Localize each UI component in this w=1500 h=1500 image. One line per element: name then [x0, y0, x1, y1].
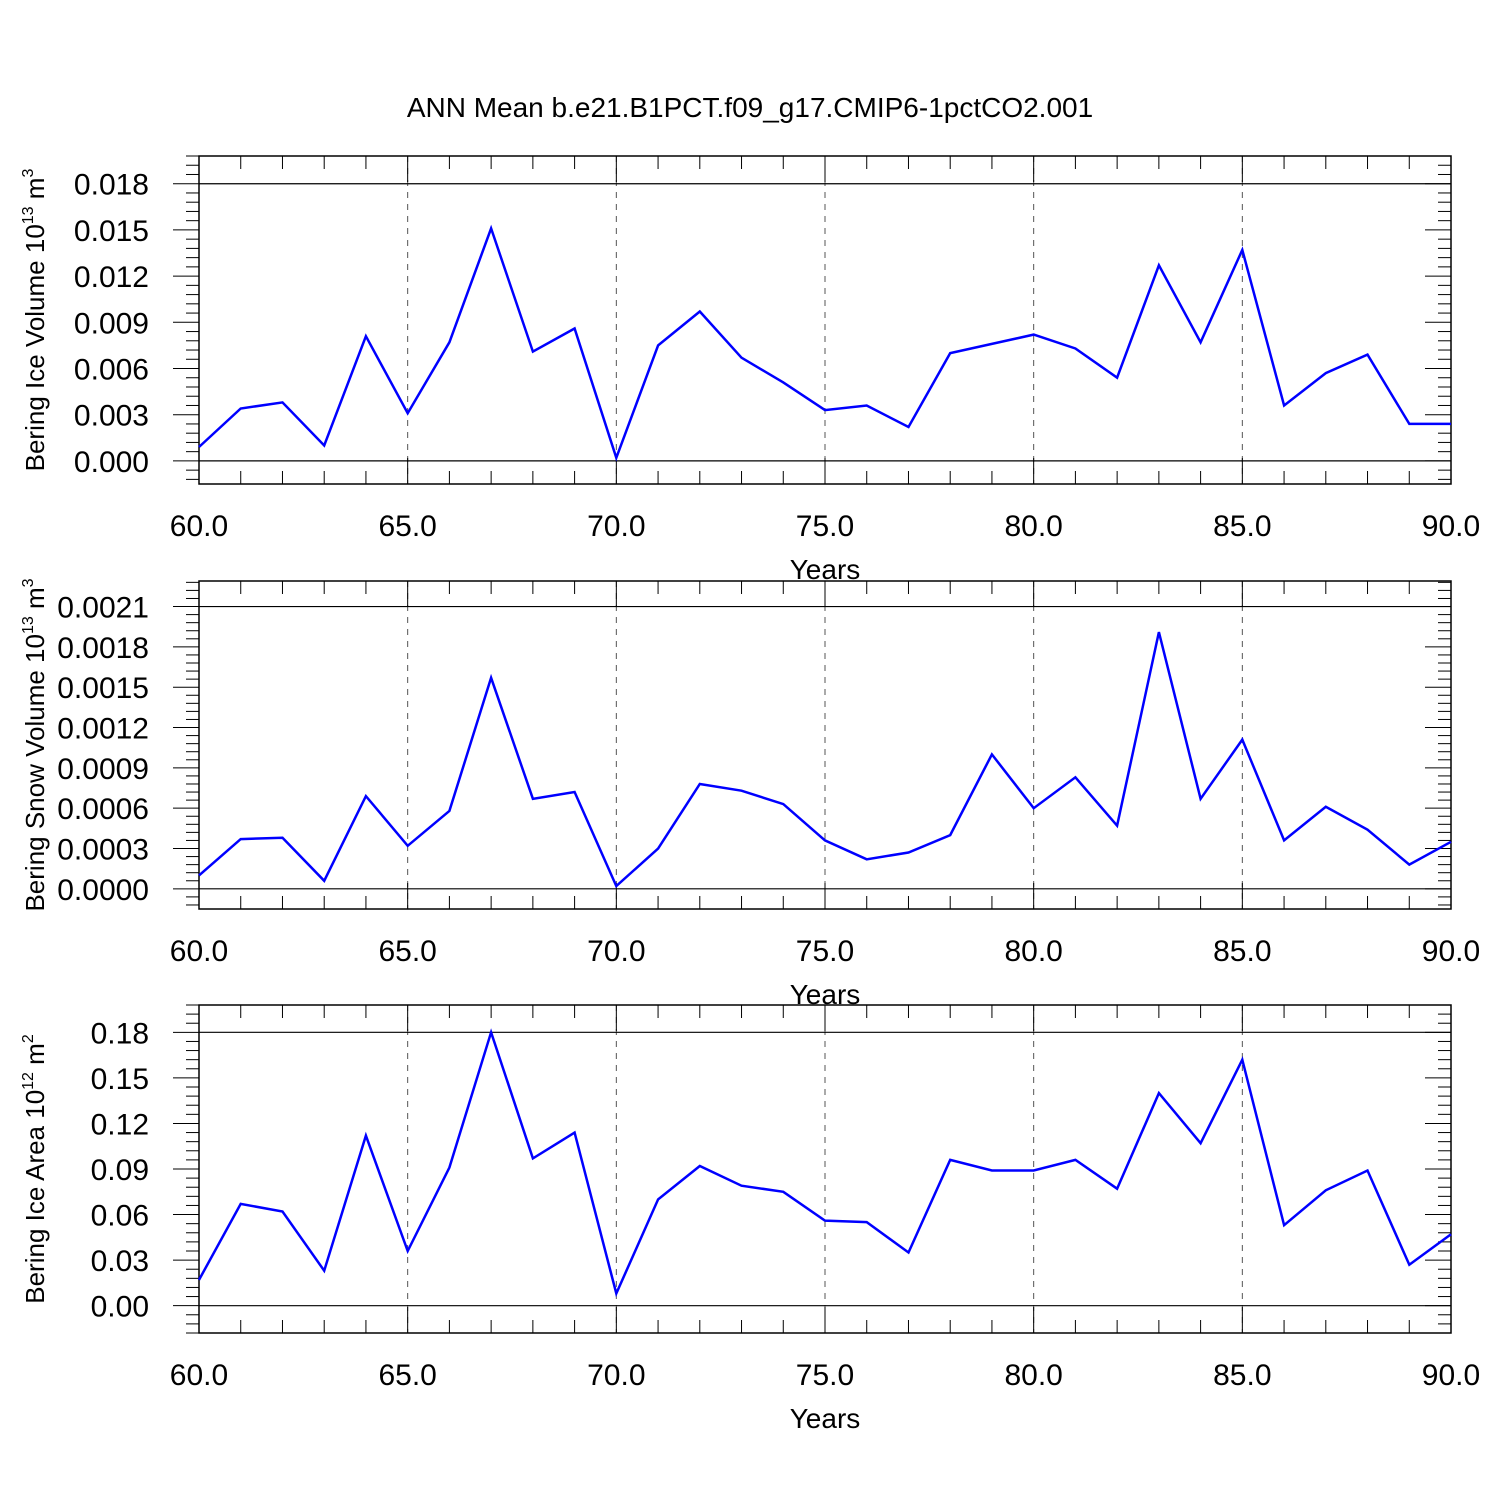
y-tick-label: 0.018: [74, 169, 149, 202]
x-axis-label: Years: [790, 554, 861, 585]
x-tick-label: 70.0: [587, 1359, 645, 1392]
y-tick-label: 0.0006: [57, 793, 149, 826]
x-tick-label: 80.0: [1004, 510, 1062, 543]
x-tick-label: 80.0: [1004, 1359, 1062, 1392]
x-tick-label: 60.0: [170, 935, 228, 968]
y-axis-label-part: Bering Ice Area 10: [20, 1090, 50, 1304]
y-axis-label-superscript: 13: [20, 206, 37, 224]
y-tick-label: 0.0012: [57, 713, 149, 746]
x-tick-label: 85.0: [1213, 510, 1271, 543]
x-tick-label: 85.0: [1213, 935, 1271, 968]
x-tick-label: 65.0: [378, 1359, 436, 1392]
y-tick-label: 0.0021: [57, 592, 149, 625]
y-tick-label: 0.18: [91, 1017, 149, 1050]
series-line: [198, 224, 1451, 462]
y-axis-label-part: Bering Snow Volume 10: [20, 634, 50, 912]
y-axis-label-superscript: 3: [20, 169, 37, 178]
y-tick-label: 0.00: [91, 1291, 149, 1324]
y-tick-label: 0.000: [74, 446, 149, 479]
x-tick-label: 90.0: [1422, 935, 1480, 968]
chart-title: ANN Mean b.e21.B1PCT.f09_g17.CMIP6-1pctC…: [407, 92, 1093, 123]
panel-2: 0.0000 0.0003 0.0006 0.0009 0.0012 0.0015 0.00…: [20, 578, 1480, 1010]
y-tick-label: 0.15: [91, 1063, 149, 1096]
x-tick-label: 90.0: [1422, 1359, 1480, 1392]
y-tick-label: 0.0018: [57, 632, 149, 665]
y-tick-label: 0.0015: [57, 672, 149, 705]
y-tick-label: 0.09: [91, 1154, 149, 1187]
y-tick-label: 0.0000: [57, 874, 149, 907]
panel-3: 0.00 0.03 0.06 0.09 0.12 0.15 0.18 60.0 65.0 70.0…: [20, 1004, 1480, 1434]
y-axis-label-part: m: [20, 587, 50, 616]
y-axis-label-part: Bering Ice Volume 10: [20, 224, 50, 471]
x-tick-label: 65.0: [378, 935, 436, 968]
series-line: [198, 631, 1452, 889]
y-axis-label-superscript: 13: [20, 616, 37, 634]
x-tick-label: 75.0: [796, 1359, 854, 1392]
series-line: [197, 1028, 1452, 1298]
x-tick-label: 65.0: [378, 510, 436, 543]
y-axis-label-part: m: [20, 1043, 50, 1072]
y-axis-label: Bering Ice Volume 1013 m3: [20, 169, 50, 472]
y-tick-label: 0.06: [91, 1200, 149, 1233]
x-axis-label: Years: [790, 1403, 861, 1434]
y-tick-label: 0.0003: [57, 834, 149, 867]
panel-1: 0.000 0.003 0.006 0.009 0.012 0.015 0.018 60.0 6…: [20, 155, 1480, 585]
x-tick-label: 60.0: [170, 510, 228, 543]
x-tick-label: 75.0: [796, 510, 854, 543]
y-tick-label: 0.003: [74, 400, 149, 433]
y-axis-label-superscript: 3: [20, 578, 37, 587]
y-tick-label: 0.0009: [57, 753, 149, 786]
y-tick-label: 0.015: [74, 215, 149, 248]
x-tick-label: 85.0: [1213, 1359, 1271, 1392]
x-tick-label: 70.0: [587, 935, 645, 968]
y-axis-label: Bering Ice Area 1012 m2: [20, 1034, 50, 1304]
y-tick-label: 0.006: [74, 354, 149, 387]
y-axis-label-part: m: [20, 178, 50, 207]
x-tick-label: 80.0: [1004, 935, 1062, 968]
x-tick-label: 70.0: [587, 510, 645, 543]
x-tick-label: 75.0: [796, 935, 854, 968]
y-axis-label-superscript: 12: [20, 1072, 37, 1090]
y-axis-label-superscript: 2: [20, 1034, 37, 1043]
y-axis-label: Bering Snow Volume 1013 m3: [20, 578, 50, 911]
y-tick-label: 0.03: [91, 1245, 149, 1278]
y-tick-label: 0.12: [91, 1108, 149, 1141]
x-tick-label: 90.0: [1422, 510, 1480, 543]
y-tick-label: 0.009: [74, 307, 149, 340]
x-tick-label: 60.0: [170, 1359, 228, 1392]
y-tick-label: 0.012: [74, 261, 149, 294]
